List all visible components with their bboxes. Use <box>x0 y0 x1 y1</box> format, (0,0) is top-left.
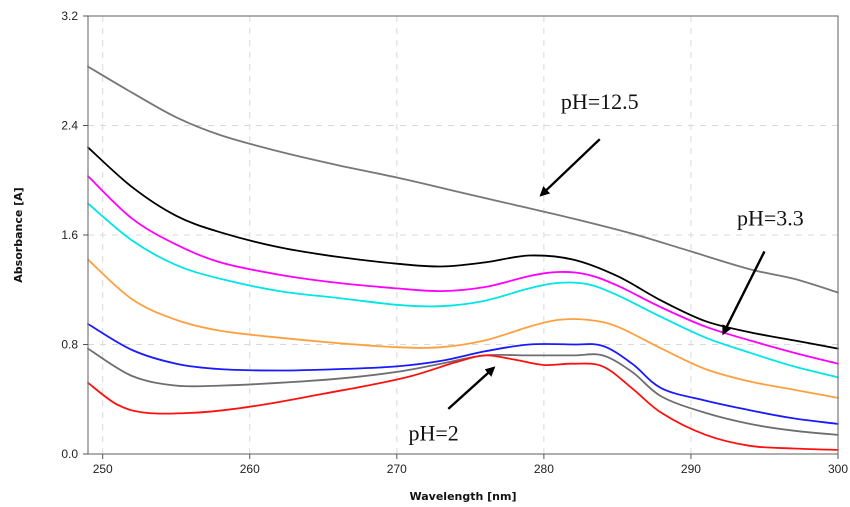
series-layer <box>87 65 839 451</box>
series-line-1 <box>87 65 839 294</box>
y-tick-label: 0.8 <box>61 338 78 352</box>
series-line-7 <box>87 347 839 436</box>
y-tick-label: 2.4 <box>61 119 78 133</box>
x-tick-label: 290 <box>681 462 701 476</box>
annotation-arrow <box>447 366 496 410</box>
annotation-label: pH=3.3 <box>737 205 804 230</box>
x-axis-title: Wavelength [nm] <box>410 490 517 503</box>
grid-layer <box>88 16 838 454</box>
series-line-3 <box>87 175 839 365</box>
x-tick-label: 300 <box>828 462 848 476</box>
x-tick-label: 260 <box>240 462 260 476</box>
y-tick-label: 3.2 <box>61 9 78 23</box>
annotation-label: pH=12.5 <box>561 89 639 114</box>
x-tick-label: 270 <box>387 462 407 476</box>
series-line-5 <box>87 258 839 399</box>
y-axis-title: Absorbance [A] <box>12 187 25 282</box>
annotation-layer: pH=12.5 pH=3.3 pH=2 <box>408 89 803 445</box>
series-line-4 <box>87 202 839 379</box>
x-tick-label: 280 <box>534 462 554 476</box>
annotation-label: pH=2 <box>408 420 458 445</box>
annotation-arrow <box>722 250 766 336</box>
annotation-arrow <box>539 138 601 197</box>
tick-layer: 250 260 270 280 290 300 0.0 0.8 1.6 2.4 3.2 <box>61 9 848 476</box>
series-line-6 <box>87 323 839 425</box>
series-line-2 <box>87 146 839 350</box>
series-line-8 <box>87 354 839 451</box>
x-tick-label: 250 <box>93 462 113 476</box>
y-tick-label: 1.6 <box>61 228 78 242</box>
y-tick-label: 0.0 <box>61 447 78 461</box>
